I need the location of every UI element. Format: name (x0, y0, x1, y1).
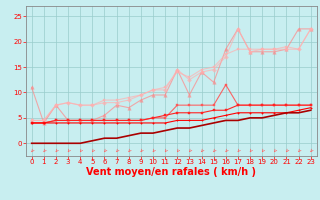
X-axis label: Vent moyen/en rafales ( km/h ): Vent moyen/en rafales ( km/h ) (86, 167, 256, 177)
